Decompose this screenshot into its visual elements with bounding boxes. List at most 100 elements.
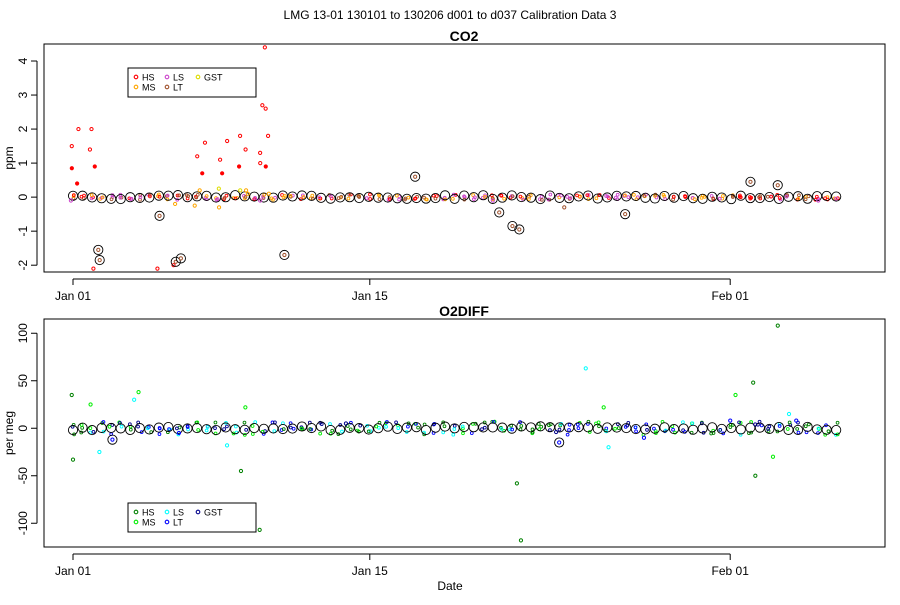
x-tick-label: Jan 01	[55, 289, 91, 303]
background-point	[499, 193, 504, 198]
y-tick-label: -2	[16, 260, 30, 271]
background-point	[250, 424, 255, 428]
mean-ring	[411, 422, 422, 433]
background-point	[358, 423, 363, 428]
background-point	[195, 193, 200, 197]
background-point	[567, 422, 572, 427]
data-point-hs	[75, 181, 80, 186]
mean-ring	[497, 192, 508, 203]
mean-ring	[773, 193, 785, 204]
background-point	[625, 423, 630, 428]
data-point-ms	[88, 402, 93, 407]
background-point	[406, 424, 410, 429]
background-point	[653, 194, 657, 198]
mean-ring	[296, 421, 308, 432]
mean-ring	[239, 424, 250, 435]
data-point-ls	[224, 443, 230, 448]
legend-marker	[133, 84, 139, 90]
data-point-ring	[514, 224, 525, 235]
background-point	[796, 430, 801, 435]
x-tick-label: Jan 15	[352, 289, 388, 303]
data-point-ms	[243, 188, 249, 193]
data-point-ring	[154, 210, 165, 221]
background-point	[394, 420, 398, 425]
data-point-hs	[243, 147, 248, 152]
legend-label: LS	[173, 73, 184, 83]
background-point	[422, 195, 426, 200]
background-point	[145, 426, 150, 431]
data-point-hs	[258, 161, 263, 166]
data-point-ring	[620, 209, 631, 220]
background-point	[225, 424, 229, 429]
legend-label: HS	[142, 73, 155, 83]
figure-title: LMG 13-01 130101 to 130206 d001 to d037 …	[284, 8, 617, 22]
mean-ring	[802, 421, 813, 432]
background-point	[461, 426, 465, 431]
legend-label: MS	[142, 83, 156, 93]
background-point	[406, 195, 411, 200]
background-point	[222, 427, 226, 431]
background-point	[308, 427, 312, 431]
background-point	[288, 193, 293, 198]
background-point	[519, 424, 524, 428]
mean-ring	[487, 193, 498, 204]
background-point	[242, 420, 247, 425]
background-point	[157, 432, 162, 436]
mean-ring	[67, 425, 79, 436]
background-point	[796, 197, 801, 201]
background-point	[147, 193, 152, 197]
mean-ring	[735, 190, 746, 201]
background-point	[567, 428, 571, 432]
o2diff-plot-frame	[43, 318, 886, 548]
data-point-ring	[554, 437, 565, 448]
background-point	[700, 421, 704, 426]
mean-ring	[430, 422, 441, 433]
data-point-hs	[70, 457, 76, 462]
background-point	[482, 425, 487, 430]
legend-box	[127, 67, 257, 98]
mean-ring	[440, 421, 451, 432]
background-point	[565, 194, 570, 199]
background-point	[262, 192, 267, 197]
mean-ring	[697, 423, 708, 434]
background-point	[317, 195, 322, 200]
mean-ring	[487, 422, 498, 433]
o2diff-data-points	[69, 323, 799, 543]
background-point	[557, 427, 562, 432]
background-point	[557, 195, 562, 200]
mean-ring	[602, 192, 613, 203]
background-point	[681, 420, 685, 425]
background-point	[205, 425, 210, 429]
mean-ring	[172, 190, 183, 201]
background-point	[510, 194, 515, 199]
background-point	[785, 427, 790, 431]
background-point	[413, 197, 417, 201]
data-point-ls	[816, 198, 821, 203]
data-point-hs	[263, 106, 268, 111]
data-point-hs	[225, 138, 230, 144]
mean-ring	[764, 191, 775, 203]
background-point	[291, 426, 296, 431]
co2-y-axis-label: ppm	[2, 146, 16, 169]
background-point	[377, 197, 382, 201]
data-point-hs	[262, 45, 267, 50]
co2-panel: CO2 ppm -2 -1 0 1 2 3 4 Jan 01 Jan 15 Feb 01 HSM…	[2, 28, 886, 303]
background-point	[157, 194, 162, 199]
data-point-lt	[517, 227, 522, 232]
background-point	[671, 427, 675, 432]
data-point-hs	[237, 133, 243, 138]
background-point	[738, 193, 742, 198]
mean-ring	[668, 192, 680, 203]
background-point	[329, 194, 333, 199]
data-point-ring	[107, 434, 118, 445]
mean-ring	[115, 423, 126, 434]
o2diff-background-points	[67, 419, 842, 437]
mean-ring	[87, 425, 98, 436]
background-point	[508, 427, 513, 432]
background-point	[748, 196, 753, 201]
background-point	[416, 425, 420, 430]
background-point	[281, 427, 286, 431]
